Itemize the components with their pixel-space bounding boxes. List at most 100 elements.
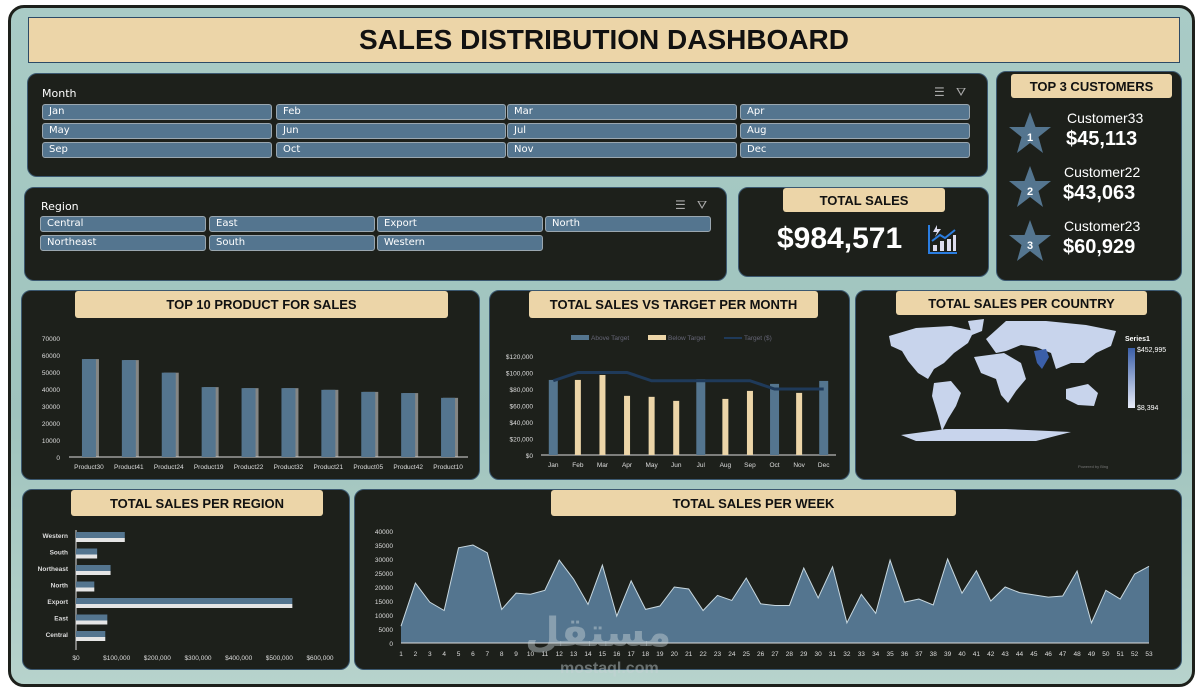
x-tick-label: 28 [786, 651, 794, 658]
legend-label: Above Target [591, 335, 629, 342]
south-america [932, 381, 961, 431]
region-slicer-label: Region [41, 200, 79, 213]
australia [1066, 384, 1098, 406]
month-button-dec[interactable]: Dec [740, 142, 970, 158]
x-tick-label: 6 [471, 651, 475, 658]
bar-highlight [76, 620, 108, 625]
x-tick-label: Aug [720, 462, 732, 469]
clear-filter-icon[interactable]: ⛛ [697, 198, 708, 212]
region-button-north[interactable]: North [545, 216, 711, 232]
month-button-jul[interactable]: Jul [507, 123, 737, 139]
bar-nov [796, 392, 803, 455]
x-tick-label: 20 [671, 651, 679, 658]
bar-highlight [76, 587, 95, 592]
x-tick-label: Sep [744, 462, 756, 469]
chart-title: TOTAL SALES VS TARGET PER MONTH [529, 291, 818, 318]
clear-filter-icon[interactable]: ⛛ [956, 85, 967, 99]
x-tick-label: 51 [1117, 651, 1125, 658]
y-tick-label: 0 [56, 455, 60, 462]
region-button-east[interactable]: East [209, 216, 375, 232]
region-button-central[interactable]: Central [40, 216, 206, 232]
y-tick-label: East [54, 616, 69, 623]
bar-sep [746, 390, 753, 455]
month-button-feb[interactable]: Feb [276, 104, 506, 120]
x-tick-label: Product30 [74, 464, 104, 471]
x-tick-label: Jul [697, 462, 706, 469]
x-tick-label: 4 [442, 651, 446, 658]
bar-product19 [201, 387, 216, 457]
x-tick-label: $400,000 [225, 655, 252, 662]
x-tick-label: Product21 [314, 464, 344, 471]
month-button-sep[interactable]: Sep [42, 142, 272, 158]
month-button-mar[interactable]: Mar [507, 104, 737, 120]
india [1034, 349, 1049, 369]
sales-per-region-chart: TOTAL SALES PER REGION $0 $100,000 $200,00… [22, 489, 350, 670]
x-tick-label: 25 [743, 651, 751, 658]
y-tick-label: $20,000 [510, 437, 534, 444]
x-tick-label: Product19 [194, 464, 224, 471]
x-tick-label: 1 [399, 651, 403, 658]
x-tick-label: 34 [872, 651, 880, 658]
legend-max: $452,995 [1137, 347, 1166, 354]
x-tick-label: $500,000 [266, 655, 293, 662]
x-tick-label: Nov [793, 462, 805, 469]
x-tick-label: 47 [1059, 651, 1067, 658]
x-tick-label: $0 [72, 655, 80, 662]
y-tick-label: 60000 [42, 353, 60, 360]
bar-highlight [76, 554, 98, 559]
month-button-apr[interactable]: Apr [740, 104, 970, 120]
top-customers-label: TOP 3 CUSTOMERS [1011, 74, 1172, 98]
month-button-oct[interactable]: Oct [276, 142, 506, 158]
multi-select-icon[interactable]: ☰ [675, 198, 686, 212]
x-tick-label: 24 [728, 651, 736, 658]
x-tick-label: 14 [584, 651, 592, 658]
x-tick-label: Product32 [274, 464, 304, 471]
bar-apr [624, 395, 631, 455]
y-tick-label: $100,000 [506, 371, 533, 378]
x-tick-label: Product22 [234, 464, 264, 471]
legend-min: $8,394 [1137, 405, 1159, 412]
region-button-northeast[interactable]: Northeast [40, 235, 206, 251]
customer-sales: $60,929 [1063, 236, 1136, 258]
customer-name: Customer23 [1064, 218, 1141, 234]
total-sales-label: TOTAL SALES [783, 188, 945, 212]
month-button-jan[interactable]: Jan [42, 104, 272, 120]
month-button-jun[interactable]: Jun [276, 123, 506, 139]
chart-title: TOTAL SALES PER REGION [71, 490, 323, 516]
star-icon: 1 [1009, 112, 1051, 153]
y-tick-label: 20000 [375, 585, 393, 592]
sales-vs-target-chart: TOTAL SALES VS TARGET PER MONTH $0 $20,00… [489, 290, 850, 480]
x-tick-label: 2 [414, 651, 418, 658]
multi-select-icon[interactable]: ☰ [934, 85, 945, 99]
x-tick-label: 32 [843, 651, 851, 658]
bar-jul [696, 379, 706, 455]
target-line [552, 371, 824, 391]
x-tick-label: 17 [628, 651, 636, 658]
y-tick-label: $60,000 [510, 404, 534, 411]
x-tick-label: 22 [699, 651, 707, 658]
africa [974, 353, 1026, 403]
x-tick-label: Product05 [353, 464, 383, 471]
y-tick-label: 35000 [375, 543, 393, 550]
month-button-may[interactable]: May [42, 123, 272, 139]
x-tick-label: May [645, 462, 658, 469]
bar-product24 [161, 372, 176, 457]
region-button-south[interactable]: South [209, 235, 375, 251]
region-button-western[interactable]: Western [377, 235, 543, 251]
month-button-aug[interactable]: Aug [740, 123, 970, 139]
y-tick-label: 10000 [375, 613, 393, 620]
bar-product30 [81, 359, 96, 457]
x-tick-label: 12 [556, 651, 564, 658]
y-tick-label: North [51, 583, 68, 590]
y-tick-label: 30000 [42, 404, 60, 411]
antarctica [901, 429, 1071, 441]
month-button-nov[interactable]: Nov [507, 142, 737, 158]
y-tick-label: $80,000 [510, 387, 534, 394]
x-tick-label: 42 [987, 651, 995, 658]
x-tick-label: 10 [527, 651, 535, 658]
x-tick-label: Product41 [114, 464, 144, 471]
x-tick-label: 41 [973, 651, 981, 658]
region-button-export[interactable]: Export [377, 216, 543, 232]
legend-color-scale [1128, 348, 1135, 408]
y-tick-label: 10000 [42, 438, 60, 445]
